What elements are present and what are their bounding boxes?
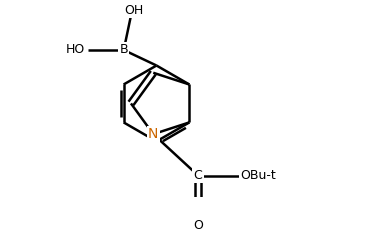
- Text: OBu-t: OBu-t: [241, 169, 276, 182]
- Text: O: O: [193, 219, 203, 229]
- Text: OH: OH: [124, 4, 144, 17]
- Text: C: C: [194, 169, 203, 182]
- Text: B: B: [120, 44, 128, 57]
- Text: HO: HO: [66, 44, 85, 57]
- Text: N: N: [148, 127, 158, 141]
